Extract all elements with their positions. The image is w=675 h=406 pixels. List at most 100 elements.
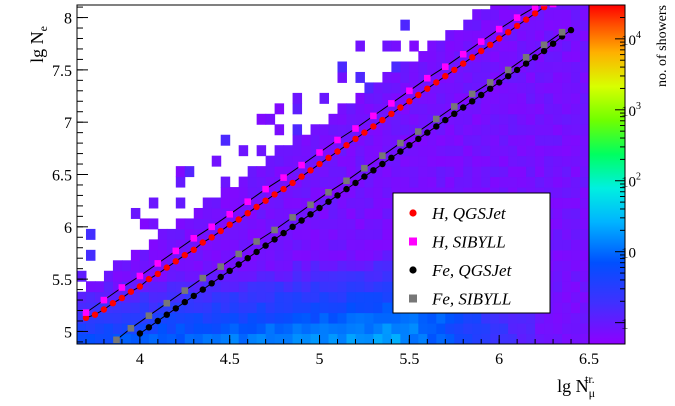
heatmap-cell [472, 30, 482, 42]
heatmap-cell [355, 270, 365, 282]
heatmap-cell [85, 323, 96, 335]
heatmap-cell [274, 197, 285, 209]
data-point [549, 40, 557, 47]
data-point [415, 91, 422, 99]
heatmap-cell [229, 323, 240, 335]
heatmap-cell [364, 176, 374, 188]
heatmap-cell [337, 270, 347, 282]
colorbar-tick-label: 1 [621, 317, 629, 333]
heatmap-cell [382, 113, 392, 125]
data-point [522, 16, 530, 23]
heatmap-cell [391, 323, 401, 335]
heatmap-cell [211, 270, 222, 282]
heatmap-cell [418, 92, 428, 104]
heatmap-cell [229, 228, 240, 240]
x-tick-label: 5 [316, 351, 324, 368]
heatmap-cell [301, 207, 312, 219]
heatmap-cell [553, 71, 563, 83]
heatmap-cell [247, 166, 258, 178]
heatmap-cell [292, 166, 303, 178]
heatmap-cell [517, 145, 527, 157]
heatmap-cell [283, 155, 294, 167]
heatmap-cell [247, 270, 258, 282]
heatmap-cell [553, 291, 563, 303]
heatmap-cell [202, 323, 213, 335]
heatmap-cell [238, 176, 249, 188]
heatmap-cell [535, 103, 545, 115]
heatmap-cell [184, 333, 195, 344]
data-point [181, 298, 188, 306]
heatmap-cell [310, 270, 321, 282]
heatmap-cell [166, 270, 177, 282]
data-point [397, 139, 404, 147]
heatmap-cell [103, 312, 114, 324]
data-point [540, 47, 548, 55]
heatmap-cell [166, 333, 177, 344]
heatmap-cell [562, 291, 572, 303]
heatmap-cell [238, 302, 249, 314]
heatmap-cell [256, 176, 267, 188]
heatmap-cell [337, 239, 347, 251]
heatmap-cell [382, 239, 392, 251]
colorbar-frame [588, 4, 626, 345]
heatmap-cell [382, 312, 392, 324]
heatmap-cell [238, 187, 249, 199]
heatmap-cell [265, 249, 276, 261]
heatmap-cell [535, 145, 545, 157]
heatmap-cell [373, 270, 383, 282]
data-point [558, 28, 566, 36]
heatmap-cell [418, 51, 428, 62]
heatmap-cell [319, 134, 330, 146]
heatmap-cell [238, 197, 249, 209]
heatmap-cell [310, 134, 321, 146]
heatmap-cell [571, 134, 581, 146]
heatmap-cell [364, 155, 374, 167]
heatmap-cell [373, 113, 383, 125]
heatmap-cell [580, 61, 589, 73]
heatmap-cell [499, 92, 509, 104]
heatmap-cell [445, 92, 455, 104]
heatmap-cell [562, 207, 572, 219]
heatmap-cell [301, 270, 312, 282]
heatmap-cell [499, 323, 509, 335]
heatmap-cell [535, 166, 545, 178]
heatmap-cell [139, 260, 150, 272]
heatmap-cell [544, 155, 554, 167]
heatmap-cell [328, 134, 338, 146]
heatmap-cell [481, 61, 491, 73]
heatmap-cell [292, 228, 303, 240]
heatmap-cell [526, 155, 536, 167]
heatmap-cell [580, 134, 589, 146]
heatmap-cell [535, 113, 545, 125]
data-point [145, 312, 153, 319]
heatmap-cell [319, 323, 330, 335]
heatmap-cell [517, 312, 527, 324]
heatmap-cell [337, 218, 347, 230]
heatmap-cell [310, 124, 321, 136]
heatmap-cell [355, 187, 365, 199]
heatmap-cell [463, 103, 473, 115]
data-point [280, 174, 287, 181]
x-tick-label: 4 [136, 351, 144, 368]
data-point [397, 148, 404, 155]
heatmap-cell [580, 218, 589, 230]
heatmap-cell [553, 312, 563, 324]
data-point [113, 336, 120, 344]
heatmap-cell [148, 291, 159, 303]
heatmap-cell [571, 9, 581, 21]
heatmap-cell [463, 124, 473, 136]
heatmap-cell [283, 176, 294, 188]
heatmap-cell [436, 155, 446, 167]
heatmap-cell [562, 187, 572, 199]
heatmap-cell [211, 323, 222, 335]
heatmap-cell [265, 197, 276, 209]
heatmap-cell [562, 333, 572, 344]
heatmap-cell [166, 291, 177, 303]
data-point [531, 10, 539, 17]
heatmap-cell [319, 312, 330, 324]
heatmap-cell [517, 166, 527, 178]
heatmap-cell [418, 155, 428, 167]
heatmap-cell [337, 281, 347, 293]
heatmap-cell [229, 260, 240, 272]
heatmap-cell [508, 19, 518, 31]
